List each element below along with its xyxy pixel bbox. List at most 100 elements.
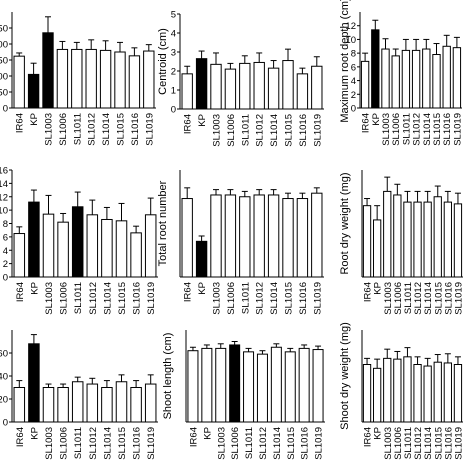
bar-sl1012 <box>411 49 421 109</box>
x-tick-label: SL1011 <box>403 282 414 314</box>
y-tick-label: 60 <box>0 349 8 360</box>
bar-sl1011 <box>403 356 412 423</box>
bar-kp <box>373 219 382 278</box>
x-tick-label: SL1016 <box>298 282 309 315</box>
bar-sl1012 <box>253 194 265 278</box>
x-tick-label: IR64 <box>188 427 199 447</box>
y-tick-label: 100 <box>0 72 8 83</box>
bar-sl1003 <box>215 347 227 423</box>
x-tick-label: SL1011 <box>244 427 255 459</box>
bar-sl1006 <box>391 55 400 109</box>
bar-sl1006 <box>229 344 241 423</box>
y-tick-label: 2 <box>351 90 356 101</box>
y-tick-label: 2 <box>171 67 176 78</box>
x-tick-label: KP <box>197 282 208 295</box>
bar-sl1003 <box>383 190 392 278</box>
x-tick-label: SL1019 <box>453 282 464 315</box>
bar-sl1012 <box>256 353 268 423</box>
bar-sl1015 <box>433 361 442 423</box>
bar-sl1003 <box>210 194 222 278</box>
bar-sl1011 <box>239 196 251 278</box>
bar-sl1014 <box>422 48 431 109</box>
y-tick-label: 40 <box>0 372 8 383</box>
x-tick-label: SL1015 <box>432 113 443 146</box>
x-tick-label: SL1014 <box>102 427 113 460</box>
bar-sl1014 <box>101 218 113 278</box>
x-tick-label: SL1019 <box>146 427 157 460</box>
x-tick-label: KP <box>371 113 382 126</box>
x-tick-label: SL1011 <box>240 282 251 314</box>
bar-sl1012 <box>85 48 97 109</box>
x-tick-label: SL1015 <box>433 282 444 315</box>
bar-sl1016 <box>130 232 142 278</box>
bar-ir64 <box>13 233 26 278</box>
x-tick-label: SL1012 <box>88 427 99 460</box>
y-tick-label: 4 <box>171 29 176 40</box>
bar-sl1011 <box>71 206 84 278</box>
x-tick-label: IR64 <box>15 113 26 133</box>
bar-ir64 <box>187 350 199 423</box>
y-axis-label: Shoot length (cm) <box>162 333 174 420</box>
bar-sl1003 <box>381 48 390 109</box>
bar-sl1019 <box>143 50 155 109</box>
bar-sl1019 <box>453 364 463 423</box>
y-tick-label: 0 <box>351 104 356 115</box>
x-tick-label: SL1012 <box>412 113 423 146</box>
x-tick-label: SL1006 <box>226 282 237 315</box>
chart-panel-4: 0 2 4 6 8 10 12 14 16 IR64 KP SL1003 SL1006 SL1011 SL1… <box>0 166 158 315</box>
bar-sl1015 <box>115 220 128 278</box>
y-tick-label: 200 <box>0 40 8 51</box>
bar-sl1016 <box>443 201 452 278</box>
bar-sl1016 <box>296 73 309 110</box>
bar-sl1016 <box>443 362 452 423</box>
x-tick-label: SL1006 <box>58 113 69 146</box>
bar-sl1015 <box>284 351 296 423</box>
x-tick-label: KP <box>373 282 384 295</box>
bar-sl1016 <box>128 55 141 109</box>
x-tick-label: KP <box>373 427 384 440</box>
x-tick-label: SL1006 <box>59 282 70 315</box>
chart-panel-8: Shoot length (cm)IR64 KP SL1003 SL1006 SL101… <box>162 330 325 460</box>
x-tick-label: SL1006 <box>393 282 404 315</box>
bar-sl1003 <box>42 32 54 109</box>
x-tick-label: SL1016 <box>442 113 453 146</box>
x-tick-label: IR64 <box>361 113 372 133</box>
bar-sl1016 <box>442 45 451 109</box>
bar-sl1014 <box>99 49 112 109</box>
x-tick-label: KP <box>29 282 40 295</box>
bar-ir64 <box>362 205 372 278</box>
y-tick-label: 0 <box>3 418 8 429</box>
x-tick-label: SL1019 <box>144 113 155 146</box>
x-tick-label: SL1019 <box>146 282 157 315</box>
bar-sl1012 <box>86 383 99 423</box>
bar-sl1012 <box>253 61 265 110</box>
x-tick-label: IR64 <box>363 427 374 447</box>
y-tick-label: 12 <box>345 21 356 32</box>
bar-sl1003 <box>42 213 55 278</box>
bar-ir64 <box>13 387 26 423</box>
bar-sl1014 <box>267 194 280 278</box>
bar-sl1019 <box>312 349 324 423</box>
y-tick-label: 0 <box>171 105 176 116</box>
y-tick-label: 6 <box>351 62 356 73</box>
y-tick-label: 3 <box>171 48 176 59</box>
x-tick-label: KP <box>29 427 40 440</box>
x-tick-label: SL1015 <box>116 113 127 146</box>
y-axis-label: Shoot dry weight (mg) <box>339 322 351 430</box>
bar-kp <box>371 29 380 109</box>
bar-sl1019 <box>311 65 323 110</box>
bar-sl1011 <box>71 381 84 423</box>
bar-sl1012 <box>86 214 99 278</box>
bar-sl1011 <box>401 49 411 109</box>
y-tick-label: 12 <box>0 192 8 203</box>
x-tick-label: SL1015 <box>433 427 444 460</box>
x-tick-label: IR64 <box>363 282 374 302</box>
bar-kp <box>27 73 40 109</box>
y-tick-label: 2 <box>3 259 8 270</box>
x-tick-label: SL1015 <box>117 282 128 315</box>
bar-sl1015 <box>115 381 128 423</box>
